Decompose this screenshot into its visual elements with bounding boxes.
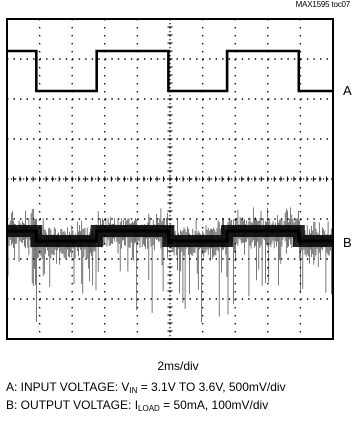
caption-b-suffix: = 50mA, 100mV/div [159,398,269,412]
timebase-label: 2ms/div [157,359,199,373]
traces [7,49,333,247]
trace-a-line [7,49,333,93]
plot-frame [6,18,334,340]
caption-a-prefix: A: INPUT VOLTAGE: V [6,380,130,394]
caption-b-prefix: B: OUTPUT VOLTAGE: I [6,398,139,412]
caption-a-suffix: = 3.1V TO 3.6V, 500mV/div [137,380,286,394]
channel-a-label: A [343,83,352,98]
caption-channel-a: A: INPUT VOLTAGE: VIN = 3.1V TO 3.6V, 50… [6,380,286,395]
trace-b-noise [7,207,332,323]
caption-channel-b: B: OUTPUT VOLTAGE: ILOAD = 50mA, 100mV/d… [6,398,269,413]
trace-b-line [7,229,333,243]
caption-b-sub: LOAD [138,404,160,413]
figure-tag: MAX1595 toc07 [295,0,351,9]
graticule-grid [6,18,334,340]
channel-b-label: B [343,235,352,250]
caption-a-sub: IN [129,386,138,395]
trace-b-noise-spikes [7,207,332,323]
